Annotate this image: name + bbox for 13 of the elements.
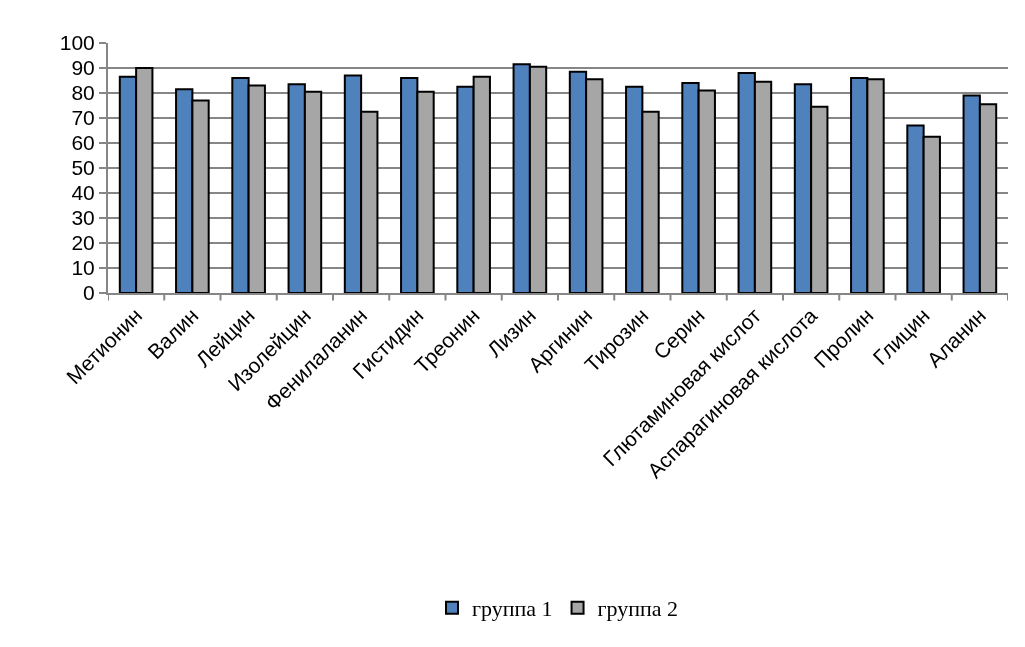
y-tick-label: 40 — [71, 181, 95, 205]
y-tick-label: 50 — [71, 156, 95, 180]
y-tick-label: 70 — [71, 106, 95, 130]
y-tick-label: 0 — [83, 281, 95, 305]
legend-label: группа 1 — [472, 596, 553, 622]
legend-label: группа 2 — [597, 596, 679, 622]
y-tick-label: 30 — [71, 206, 95, 230]
y-tick-label: 60 — [71, 131, 95, 155]
y-tick-label: 20 — [71, 231, 95, 255]
y-tick-label: 90 — [71, 56, 95, 80]
y-tick-label: 80 — [71, 81, 95, 105]
y-tick-label: 100 — [59, 31, 95, 55]
y-tick-label: 10 — [71, 256, 95, 280]
